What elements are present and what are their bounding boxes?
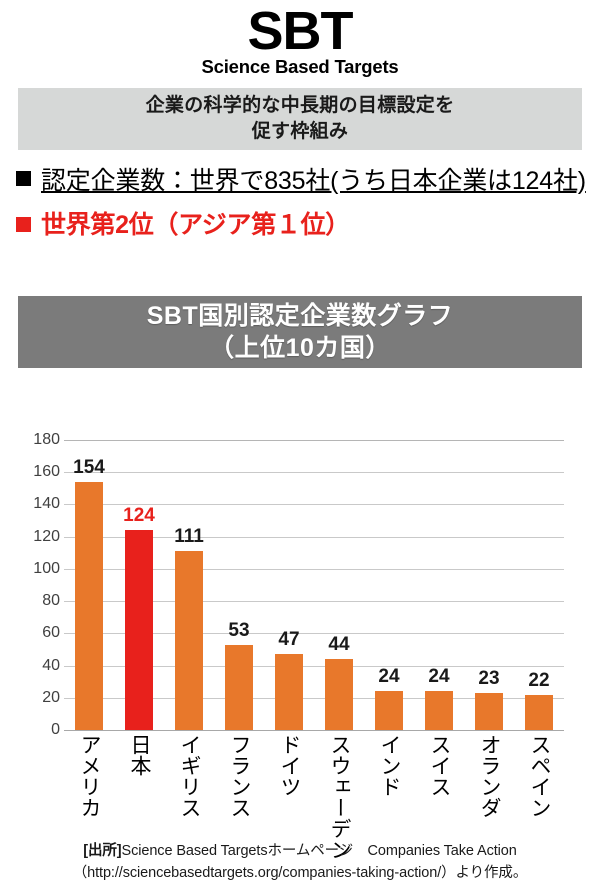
bullet-text: 世界第2位（アジア第１位） — [41, 211, 351, 239]
subtitle-band: 企業の科学的な中長期の目標設定を 促す枠組み — [18, 88, 582, 150]
x-axis-category-label: イギリス — [164, 734, 214, 823]
x-axis-category-text: オランダ — [478, 734, 501, 818]
gridline — [64, 697, 564, 699]
bar-value-label: 22 — [528, 669, 550, 691]
x-axis-category-text: スペイン — [528, 734, 551, 818]
bar-slot: 24 — [414, 440, 464, 730]
x-axis-category-label: フランス — [214, 734, 264, 823]
bar-value-label: 44 — [328, 634, 350, 656]
bar[interactable] — [375, 691, 403, 730]
bar[interactable] — [225, 644, 253, 730]
source-text: Science Based Targetsホームページ Companies Ta… — [121, 843, 517, 859]
chart-title: SBT国別認定企業数グラフ — [146, 302, 454, 330]
bar[interactable] — [475, 692, 503, 730]
x-axis-category-label: 日本 — [114, 734, 164, 781]
x-axis-category-text: 日本 — [128, 734, 151, 776]
gridline — [64, 536, 564, 538]
x-axis-category-label: インド — [364, 734, 414, 802]
source-footer: [出所]Science Based Targetsホームページ Companie… — [0, 840, 600, 884]
y-axis-tick-label: 60 — [42, 624, 60, 642]
bar-slot: 111 — [164, 440, 214, 730]
bullet-item-world-rank: 世界第2位（アジア第１位） — [16, 206, 592, 244]
x-axis-category-label: ドイツ — [264, 734, 314, 802]
bullet-list: 認定企業数：世界で835社(うち日本企業は124社) 世界第2位（アジア第１位） — [16, 162, 592, 244]
x-axis-category-text: スウェーデン — [328, 734, 351, 860]
gridlines — [64, 440, 564, 731]
bar[interactable] — [425, 691, 453, 730]
gridline — [64, 440, 564, 441]
bar-series: 154 124 111 53 47 44 24 24 23 22 — [64, 440, 564, 730]
x-axis-category-text: インド — [378, 734, 401, 797]
gridline — [64, 730, 564, 731]
x-axis-category-label: オランダ — [464, 734, 514, 823]
source-prefix: [出所] — [83, 843, 122, 859]
subtitle-line-2: 促す枠組み — [251, 121, 349, 142]
bar-slot: 154 — [64, 440, 114, 730]
bar-value-label: 47 — [278, 629, 300, 651]
x-axis-labels: アメリカ 日本 イギリス フランス ドイツ スウェーデン インド スイス オランダ スペイン — [64, 734, 564, 884]
y-axis-tick-label: 120 — [33, 527, 60, 545]
chart-subtitle: （上位10カ国） — [209, 334, 391, 362]
bar[interactable] — [175, 551, 203, 730]
logo-wordmark: SBT — [247, 1, 354, 61]
x-axis-category-text: ドイツ — [278, 734, 301, 797]
bar-value-label: 124 — [123, 505, 155, 527]
bar[interactable] — [325, 659, 353, 730]
source-line-1: [出所]Science Based Targetsホームページ Companie… — [0, 840, 600, 862]
gridline — [64, 633, 564, 635]
chart-panel: SBT国別認定企業数グラフ （上位10カ国） 180 160 140 120 100 80… — [18, 296, 582, 860]
bullet-text: 認定企業数：世界で835社(うち日本企業は124社) — [41, 162, 586, 200]
bar-value-label: 24 — [378, 666, 400, 688]
source-line-2: （http://sciencebasedtargets.org/companie… — [72, 865, 528, 881]
gridline — [64, 665, 564, 667]
bar-slot: 124 — [114, 440, 164, 730]
bar[interactable] — [75, 481, 103, 730]
bar-slot: 53 — [214, 440, 264, 730]
y-axis-tick-label: 20 — [42, 688, 60, 706]
y-axis-tick-label: 80 — [42, 592, 60, 610]
logo-tagline: Science Based Targets — [201, 56, 399, 77]
y-axis-tick-label: 40 — [42, 656, 60, 674]
subtitle-line-1: 企業の科学的な中長期の目標設定を — [145, 95, 455, 116]
square-bullet-icon — [16, 217, 31, 232]
bullet-item-certified-count: 認定企業数：世界で835社(うち日本企業は124社) — [16, 162, 592, 200]
bar-slot: 24 — [364, 440, 414, 730]
y-axis-tick-label: 100 — [33, 559, 60, 577]
gridline — [64, 568, 564, 570]
bar[interactable] — [275, 654, 303, 730]
bar-value-label: 154 — [73, 456, 105, 478]
y-axis: 180 160 140 120 100 80 60 40 20 0 — [18, 432, 60, 738]
x-axis-category-text: スイス — [428, 734, 451, 797]
y-axis-tick-label: 180 — [33, 431, 60, 448]
bar-slot: 44 — [314, 440, 364, 730]
x-axis-category-text: アメリカ — [78, 734, 101, 818]
gridline — [64, 504, 564, 506]
bar[interactable] — [125, 530, 153, 730]
x-axis-category-label: スペイン — [514, 734, 564, 823]
x-axis-category-label: スイス — [414, 734, 464, 802]
bar-slot: 22 — [514, 440, 564, 730]
x-axis-category-text: フランス — [228, 734, 251, 818]
x-axis-category-label: スウェーデン — [314, 734, 364, 865]
bar-value-label: 111 — [174, 526, 204, 548]
bullet-text-underlined: 認定企業数：世界で835社(うち日本企業は124社) — [41, 167, 586, 195]
bar-value-label: 24 — [428, 666, 450, 688]
plot-area: 180 160 140 120 100 80 60 40 20 0 154 124 111 53 47 44… — [18, 368, 582, 860]
y-axis-tick-label: 0 — [51, 721, 60, 738]
chart-title-band: SBT国別認定企業数グラフ （上位10カ国） — [18, 296, 582, 368]
square-bullet-icon — [16, 171, 31, 186]
y-axis-tick-label: 140 — [33, 495, 60, 513]
bar-value-label: 23 — [478, 667, 500, 689]
bar[interactable] — [525, 694, 553, 730]
bar-slot: 47 — [264, 440, 314, 730]
x-axis-category-label: アメリカ — [64, 734, 114, 823]
x-axis-category-text: イギリス — [178, 734, 201, 818]
gridline — [64, 472, 564, 474]
y-axis-tick-label: 160 — [33, 463, 60, 481]
gridline — [64, 601, 564, 603]
bar-slot: 23 — [464, 440, 514, 730]
sbt-logo: SBT Science Based Targets — [0, 2, 600, 77]
bar-value-label: 53 — [228, 619, 250, 641]
